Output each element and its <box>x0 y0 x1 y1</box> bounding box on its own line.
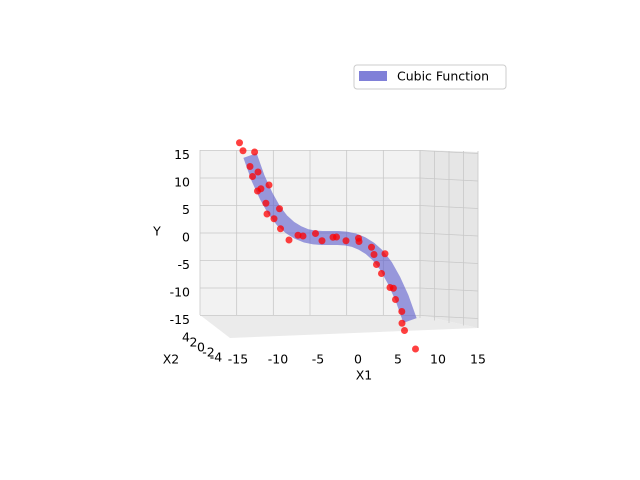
y-tick-label: 5 <box>182 202 190 217</box>
scatter-point <box>236 139 243 147</box>
scatter-point <box>370 251 378 258</box>
z-tick-label: 0 <box>197 340 205 355</box>
scatter-point <box>239 147 247 155</box>
y-tick-label: 15 <box>174 147 190 162</box>
scatter-point <box>392 296 399 303</box>
scatter-point <box>412 345 419 353</box>
scatter-point <box>401 327 408 334</box>
z-tick-label: 4 <box>182 330 190 345</box>
x-tick-label: -15 <box>228 352 248 367</box>
y-tick-label: 0 <box>182 230 190 245</box>
scatter-point <box>254 168 262 176</box>
scatter-point <box>251 148 259 156</box>
scatter-point <box>398 308 406 315</box>
z-tick-label: -4 <box>210 350 223 365</box>
scatter-point <box>299 232 307 240</box>
scatter-point <box>318 237 326 245</box>
scatter-point <box>285 236 293 244</box>
x-axis-label: X1 <box>356 368 373 383</box>
y-tick-label: -15 <box>170 312 190 327</box>
x-tick-label: -10 <box>268 352 288 367</box>
scatter-point <box>249 173 256 180</box>
z-tick-label: 2 <box>190 335 198 350</box>
scatter-point <box>381 250 389 258</box>
scatter-point <box>368 243 375 251</box>
scatter-point <box>277 225 284 233</box>
scatter-point <box>389 284 397 292</box>
scatter-point <box>373 261 380 268</box>
scatter-point <box>312 230 319 237</box>
z-tick-label: -2 <box>202 345 214 360</box>
legend <box>353 64 507 90</box>
scatter-point <box>263 210 271 218</box>
scatter-point <box>378 270 385 277</box>
x-tick-label: 10 <box>430 352 446 367</box>
scatter-point <box>246 163 254 170</box>
x-tick-label: -5 <box>312 352 324 367</box>
scatter-point <box>333 233 340 241</box>
scatter-point <box>342 237 350 245</box>
legend-label: Cubic Function <box>397 69 489 84</box>
x-tick-label: 15 <box>470 352 486 367</box>
z-axis-label: X2 <box>163 352 180 367</box>
y-axis-label: Y <box>152 224 161 239</box>
y-tick-label: 10 <box>174 175 190 190</box>
legend-swatch <box>359 71 387 81</box>
scatter-point <box>254 187 261 195</box>
scatter-point <box>355 238 363 245</box>
x-tick-label: 0 <box>354 352 362 367</box>
scatter-point <box>262 199 270 207</box>
y-tick-label: -10 <box>170 285 190 300</box>
scatter-point <box>276 205 283 213</box>
scatter-point <box>398 319 406 327</box>
scatter-point <box>270 215 278 223</box>
y-tick-label: -5 <box>178 257 190 272</box>
scatter-point <box>265 181 273 189</box>
x-tick-label: 5 <box>394 352 402 367</box>
